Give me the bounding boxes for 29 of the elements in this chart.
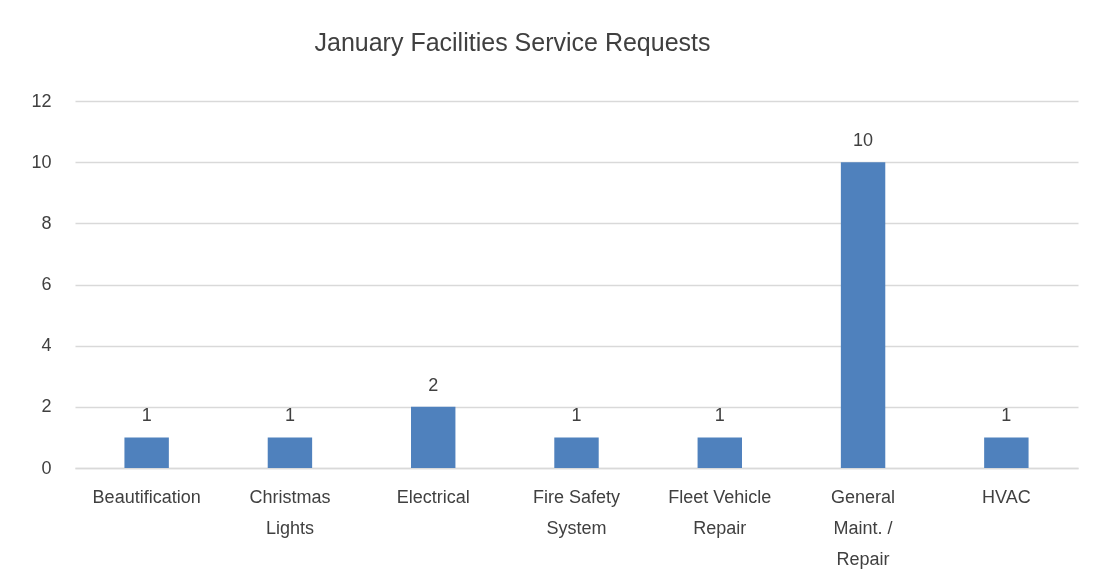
- x-tick-label: General Maint. / Repair: [831, 486, 896, 569]
- bar: [554, 437, 599, 468]
- y-tick-label: 12: [31, 90, 52, 111]
- bar: [267, 437, 313, 468]
- data-label: 1: [571, 405, 582, 426]
- x-tick-label: Electrical: [396, 486, 470, 507]
- y-tick-label: 6: [41, 274, 52, 294]
- data-label: 1: [141, 405, 152, 426]
- y-tick-label: 8: [41, 212, 52, 233]
- y-tick-label: 0: [41, 457, 52, 478]
- x-tick-label: Fire Safety System: [532, 486, 621, 538]
- y-tick-label: 10: [31, 151, 52, 172]
- bar: [840, 162, 886, 468]
- data-label: 1: [714, 405, 725, 426]
- data-label: 1: [1001, 405, 1012, 426]
- bar: [124, 437, 169, 468]
- x-tick-label: Beautification: [92, 486, 201, 507]
- x-tick-label: Fleet Vehicle Repair: [668, 486, 772, 538]
- bar: [697, 437, 742, 468]
- bar: [411, 406, 456, 468]
- chart-title: January Facilities Service Requests: [314, 28, 711, 56]
- data-label: 1: [284, 405, 295, 426]
- y-tick-label: 4: [41, 335, 52, 356]
- data-label: 10: [853, 130, 874, 151]
- data-label: 2: [428, 374, 439, 395]
- bar: [984, 437, 1029, 468]
- x-tick-label: HVAC: [982, 486, 1031, 507]
- y-tick-label: 2: [41, 396, 52, 417]
- x-tick-label: Christmas Lights: [249, 486, 331, 538]
